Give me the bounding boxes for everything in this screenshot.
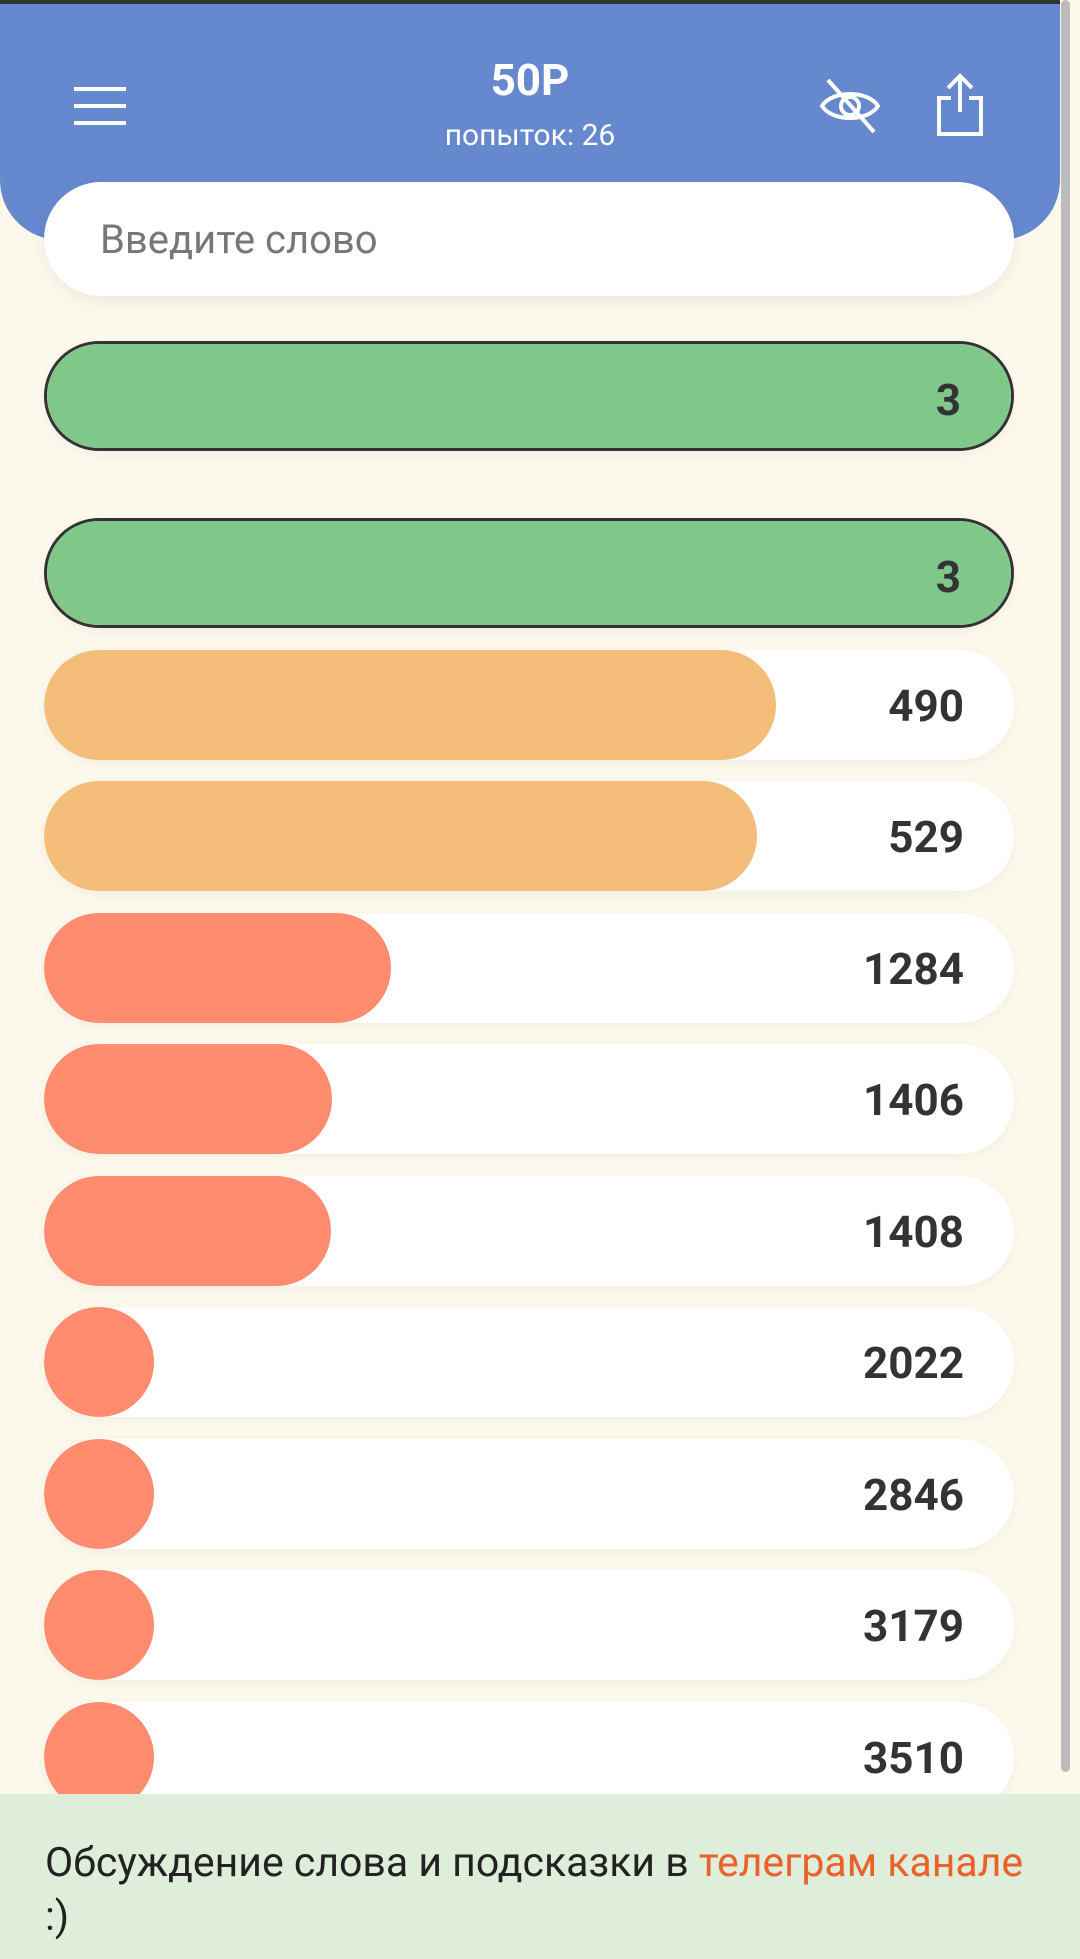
- guess-row: 1408: [44, 1175, 1014, 1286]
- scrollbar: [1061, 0, 1070, 1772]
- guess-row: 3510: [44, 1701, 1014, 1812]
- rank-value: 529: [888, 811, 964, 863]
- similarity-bar: [47, 344, 1011, 448]
- rank-value: 3: [935, 551, 961, 603]
- menu-button[interactable]: [74, 86, 126, 126]
- guess-row: 1406: [44, 1044, 1014, 1154]
- similarity-bar: [47, 521, 1011, 625]
- rank-value: 3510: [863, 1731, 964, 1784]
- title: 50P: [490, 54, 570, 106]
- similarity-bar: [44, 1175, 332, 1286]
- footer: Обсуждение слова и подсказки в телеграм …: [0, 1794, 1080, 1959]
- guess-row: 2022: [44, 1307, 1014, 1417]
- rank-value: 1406: [863, 1074, 964, 1126]
- share-button[interactable]: [935, 72, 985, 138]
- telegram-link[interactable]: телеграм канале: [698, 1839, 1024, 1887]
- footer-text: Обсуждение слова и подсказки в телеграм …: [45, 1836, 1045, 1944]
- footer-suffix: :): [45, 1893, 70, 1941]
- guess-row: 3: [44, 341, 1014, 451]
- guess-row: 3: [44, 518, 1014, 628]
- guess-row: 529: [44, 781, 1014, 891]
- similarity-bar: [44, 781, 758, 891]
- placeholder: Введите слово: [100, 216, 378, 263]
- rank-value: 3179: [863, 1600, 964, 1652]
- similarity-bar: [44, 1307, 154, 1417]
- similarity-bar: [44, 1044, 333, 1154]
- rank-value: 490: [888, 679, 964, 732]
- rank-value: 1284: [863, 942, 964, 995]
- rank-value: 2846: [863, 1468, 964, 1521]
- word-input[interactable]: Введите слово: [44, 182, 1014, 296]
- similarity-bar: [44, 1570, 154, 1680]
- hide-button[interactable]: [818, 76, 882, 136]
- rank-value: 1408: [863, 1205, 964, 1258]
- rank-value: 2022: [863, 1337, 964, 1389]
- similarity-bar: [44, 1701, 154, 1812]
- rank-value: 3: [935, 374, 961, 426]
- footer-message: Обсуждение слова и подсказки в: [45, 1839, 689, 1887]
- guess-row: 1284: [44, 912, 1014, 1023]
- similarity-bar: [44, 1438, 154, 1549]
- guess-row: 490: [44, 649, 1014, 760]
- similarity-bar: [44, 649, 777, 760]
- guess-row: 2846: [44, 1438, 1014, 1549]
- subtitle: попыток: 26: [444, 118, 616, 153]
- similarity-bar: [44, 912, 392, 1023]
- guess-row: 3179: [44, 1570, 1014, 1680]
